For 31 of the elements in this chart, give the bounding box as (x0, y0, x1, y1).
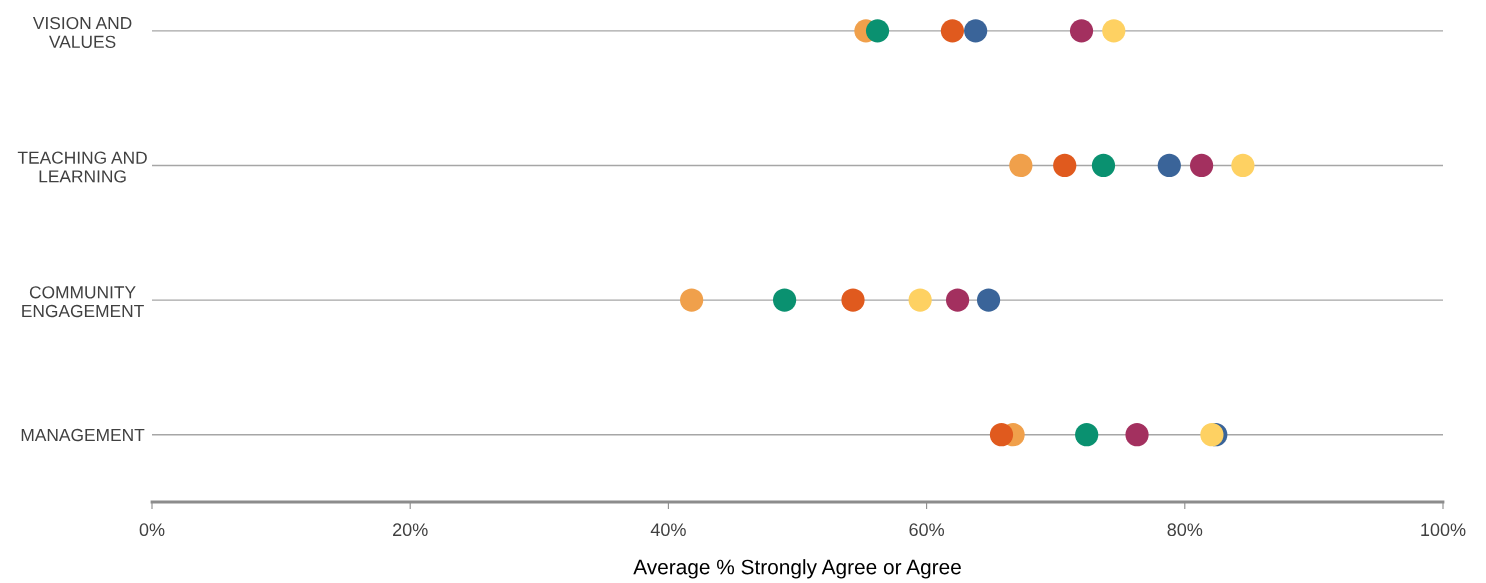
point (680, 288, 704, 312)
x-tick-label: 100% (1421, 523, 1466, 537)
y-tick-label: COMMUNITY ENGAGEMENT (22, 286, 144, 318)
point (945, 288, 970, 312)
x-tick-label: 80% (1167, 523, 1203, 537)
point (908, 288, 932, 312)
y-tick-label: VISION AND VALUES (32, 16, 132, 48)
point (1069, 19, 1094, 43)
point (1189, 153, 1214, 178)
y-tick-label: TEACHING AND LEARNING (17, 151, 147, 183)
point (1102, 19, 1126, 43)
point (865, 19, 890, 43)
point (772, 288, 797, 312)
point (1091, 153, 1116, 178)
point (964, 19, 988, 43)
x-axis-title: Average % Strongly Agree or Agree (633, 559, 961, 579)
x-tick-label: 60% (909, 523, 945, 537)
point (1075, 423, 1099, 447)
point (1231, 153, 1255, 178)
y-tick-label: MANAGEMENT (21, 428, 145, 442)
x-tick-label: 40% (650, 523, 686, 537)
point (1157, 153, 1181, 178)
point (1053, 153, 1077, 178)
point (976, 288, 1001, 312)
point (841, 288, 865, 312)
point (940, 19, 965, 43)
point (1125, 423, 1149, 447)
point (1009, 153, 1033, 178)
x-tick-label: 20% (393, 523, 428, 537)
x-tick-label: 0% (139, 523, 165, 537)
point (989, 423, 1014, 447)
